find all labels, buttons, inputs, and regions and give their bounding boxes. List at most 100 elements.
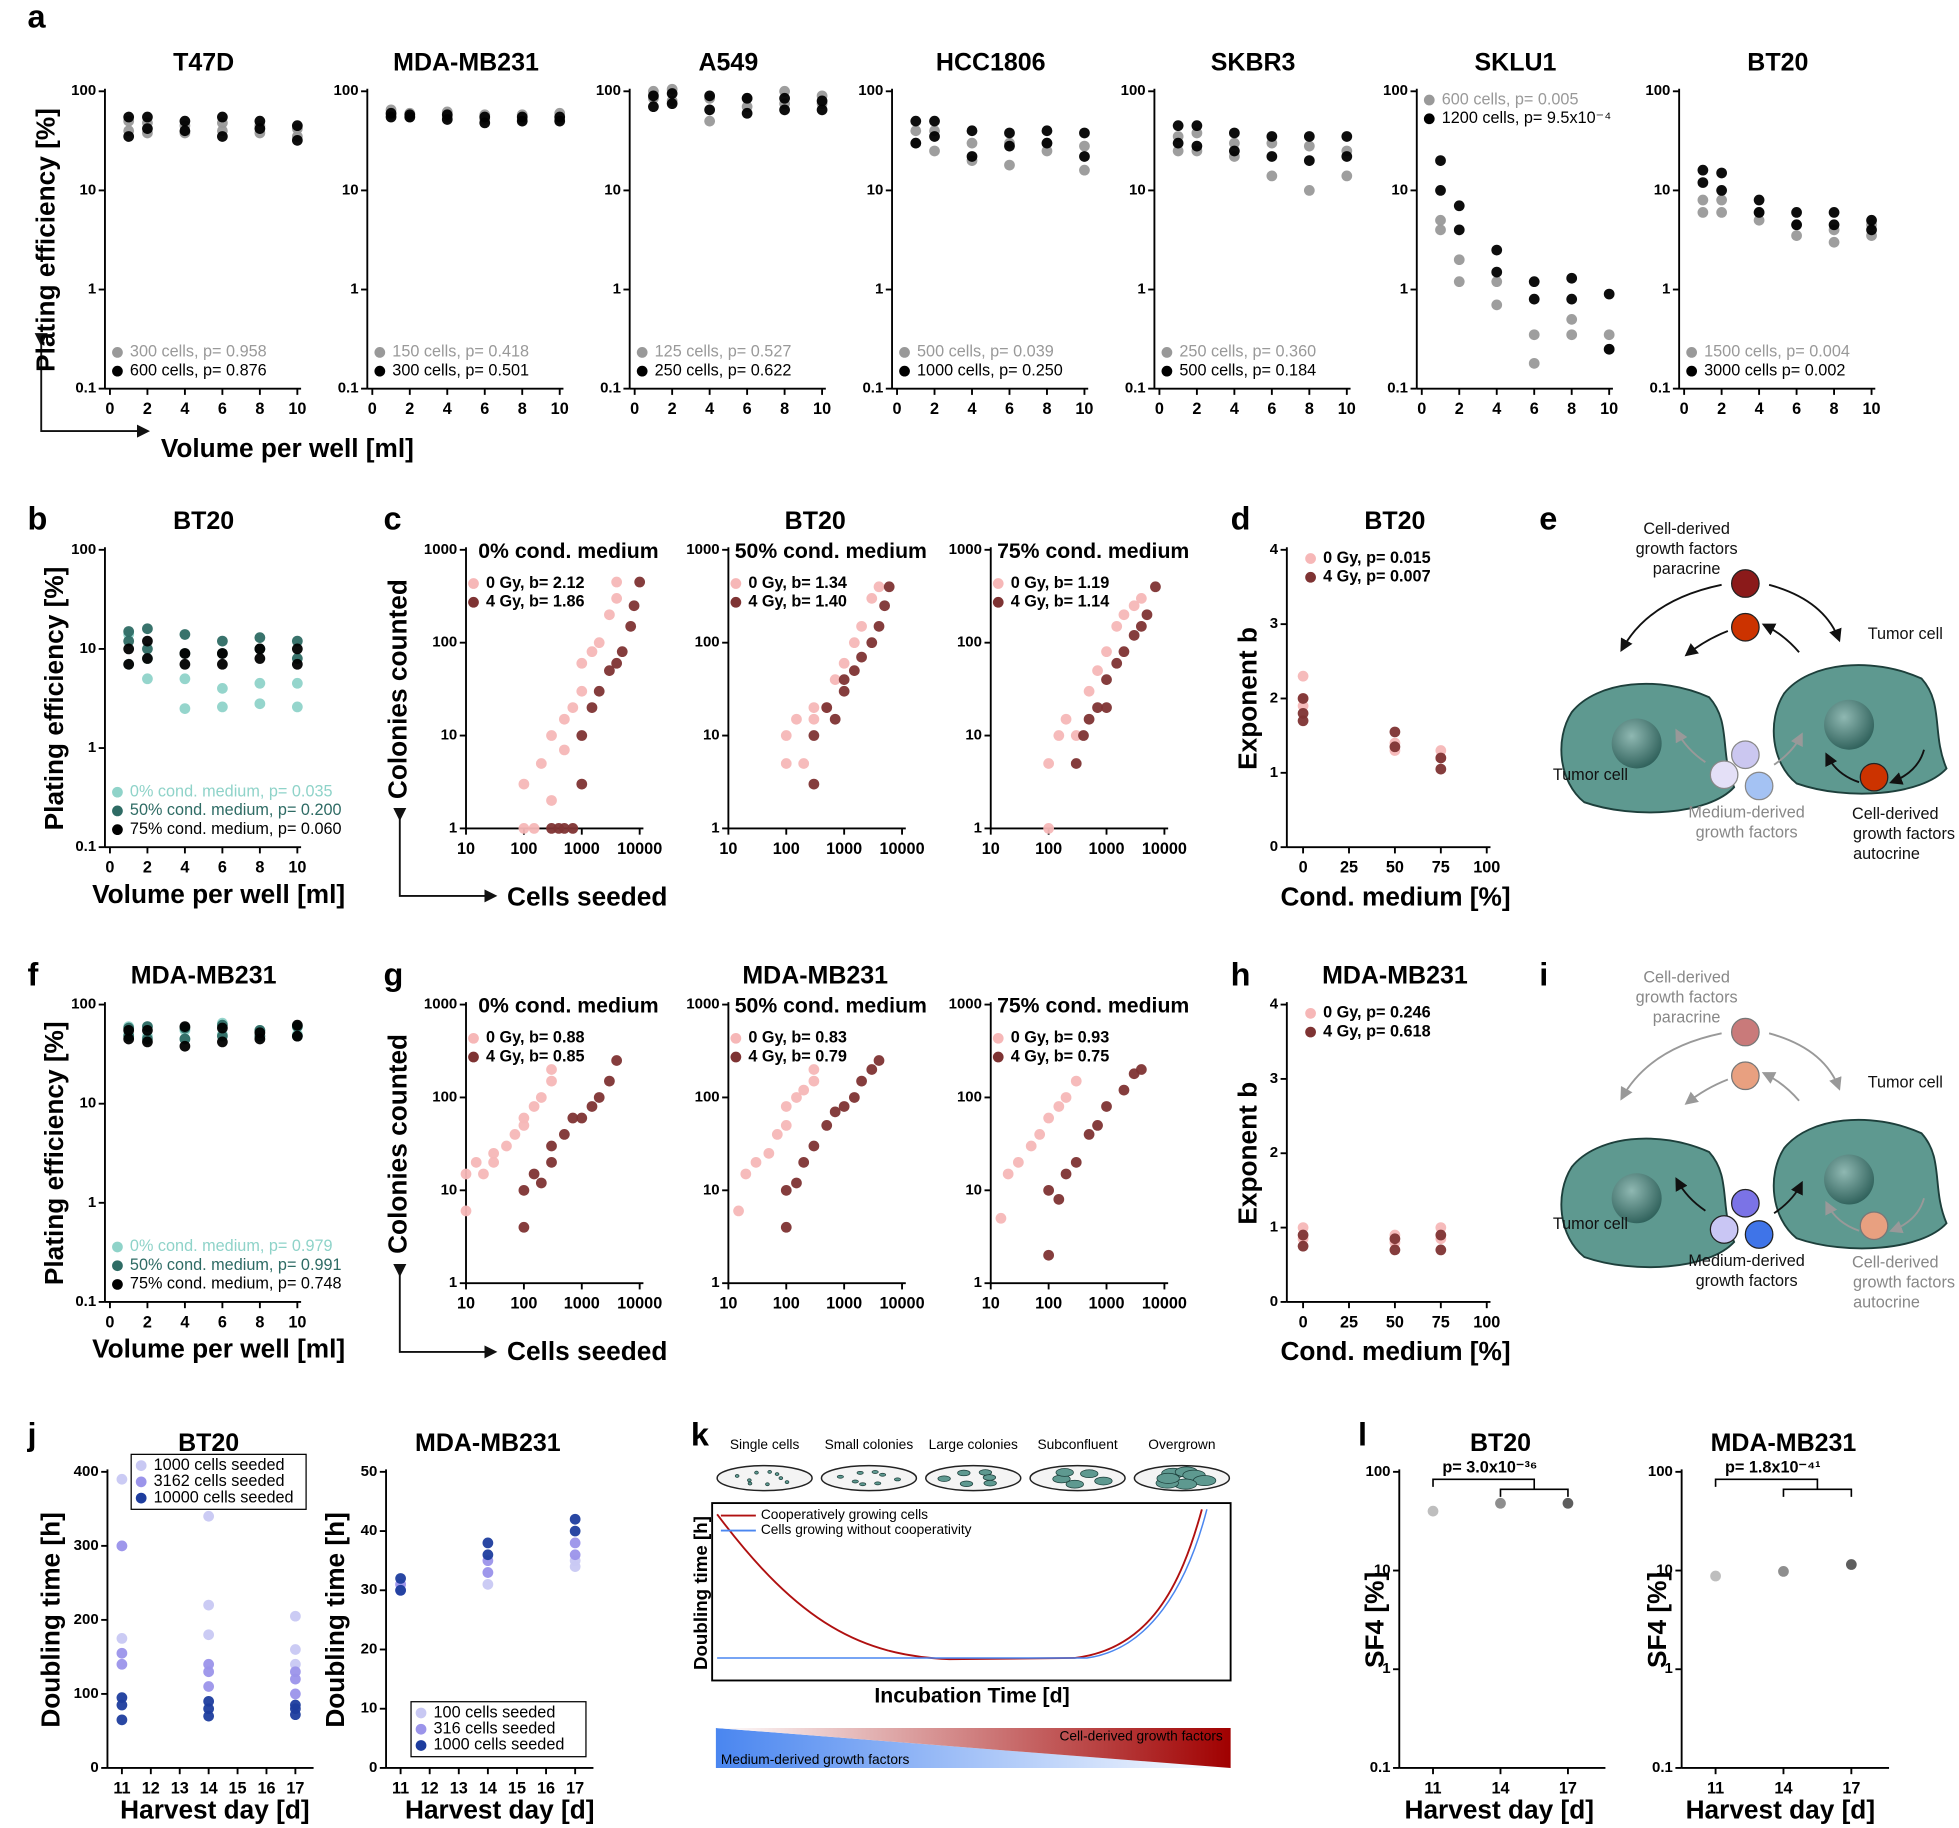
point: [1435, 1229, 1447, 1241]
point: [1528, 357, 1540, 369]
x-tick-label: 8: [780, 400, 789, 418]
panel-label: l: [1358, 1416, 1367, 1452]
colony: [879, 1472, 887, 1477]
legend-label: 600 cells, p= 0.876: [130, 361, 267, 379]
x-axis-label: Harvest day [d]: [120, 1795, 309, 1825]
point: [1004, 127, 1015, 139]
legend-swatch: [135, 1460, 147, 1471]
y-tick-label: 1: [875, 280, 883, 297]
axis-arrows: [34, 333, 498, 1359]
y-tick-label: 10: [80, 640, 97, 657]
y-tick-label: 0: [90, 1759, 98, 1776]
point: [1101, 702, 1112, 713]
panel-label: c: [384, 501, 402, 537]
colony: [754, 1470, 759, 1475]
y-tick-label: 1: [974, 1274, 982, 1291]
point: [1435, 763, 1447, 775]
point: [779, 92, 790, 104]
x-tick-label: 50: [1386, 859, 1404, 877]
point: [142, 111, 153, 123]
y-tick-label: 100: [432, 1088, 457, 1105]
point: [576, 685, 588, 697]
y-tick-label: 10: [1654, 181, 1671, 198]
legend-label: 3162 cells seeded: [154, 1472, 285, 1490]
legend-label: 300 cells, p= 0.501: [392, 361, 529, 379]
legend-swatch: [112, 786, 123, 798]
point: [501, 1140, 512, 1152]
stage-label: Overgrown: [1148, 1437, 1215, 1452]
legend-swatch: [112, 824, 123, 836]
x-tick-label: 100: [1035, 1295, 1062, 1313]
y-tick-label: 0: [369, 1759, 377, 1776]
point: [385, 111, 397, 123]
y-tick-label: 0.1: [75, 380, 96, 397]
label: growth factors: [1853, 1273, 1955, 1291]
chart-title: SKLU1: [1475, 48, 1557, 76]
point: [1043, 1112, 1055, 1124]
x-tick-label: 6: [218, 1313, 227, 1331]
x-tick-label: 0: [893, 400, 902, 418]
x-tick-label: 10: [288, 1313, 306, 1331]
x-axis-label: Volume per well [ml]: [161, 433, 414, 463]
x-tick-label: 10: [288, 400, 306, 418]
legend-swatch: [992, 596, 1004, 608]
y-axis-label: Exponent b: [1232, 1082, 1262, 1225]
point: [290, 1709, 301, 1721]
x-tick-label: 14: [1491, 1779, 1509, 1797]
colony: [1065, 1479, 1084, 1489]
legend-swatch: [730, 1051, 742, 1063]
x-tick-label: 6: [480, 400, 489, 418]
point: [808, 1140, 820, 1152]
y-tick-label: 100: [74, 1685, 99, 1702]
x-tick-label: 8: [1567, 400, 1576, 418]
point: [666, 88, 678, 99]
point: [1266, 170, 1278, 182]
y-tick-label: 1000: [424, 541, 457, 558]
x-tick-label: 16: [537, 1779, 555, 1797]
point: [116, 1647, 128, 1659]
point: [1453, 276, 1465, 288]
point: [518, 1112, 530, 1124]
point: [866, 592, 878, 604]
point: [816, 104, 828, 116]
point: [254, 1033, 266, 1045]
x-tick-label: 8: [255, 400, 264, 418]
point: [1092, 702, 1103, 713]
x-tick-label: 1000: [826, 1295, 862, 1313]
point: [1043, 823, 1055, 834]
x-tick-label: 10: [1338, 400, 1356, 418]
x-tick-label: 17: [1842, 1779, 1860, 1797]
point: [1697, 177, 1709, 188]
point: [1092, 1120, 1103, 1131]
point: [1128, 629, 1140, 641]
point: [740, 1168, 752, 1180]
chart-title: MDA-MB231: [415, 1429, 561, 1457]
x-tick-label: 12: [142, 1779, 160, 1797]
point: [771, 1129, 783, 1140]
point: [179, 658, 191, 670]
point: [625, 620, 637, 632]
point: [116, 1473, 128, 1485]
point: [1041, 125, 1053, 137]
point: [1297, 670, 1309, 682]
point: [1004, 159, 1015, 171]
point: [116, 1658, 128, 1670]
label: paracrine: [1653, 1009, 1721, 1027]
legend-swatch: [1161, 347, 1173, 358]
point: [482, 1578, 494, 1590]
label: Medium-derived: [1688, 1252, 1804, 1270]
y-tick-label: 400: [74, 1463, 99, 1480]
y-tick-label: 1: [350, 280, 358, 297]
point: [179, 1040, 191, 1052]
x-tick-label: 15: [508, 1779, 526, 1797]
point: [482, 1549, 494, 1561]
point: [1566, 329, 1578, 341]
y-tick-label: 10: [604, 181, 621, 198]
x-tick-label: 14: [200, 1779, 218, 1797]
legend-label: 0% cond. medium, p= 0.035: [130, 782, 333, 800]
y-tick-label: 10: [1391, 181, 1408, 198]
point: [535, 758, 547, 769]
x-tick-label: 10: [1863, 400, 1881, 418]
x-tick-label: 4: [1230, 400, 1239, 418]
point: [1079, 140, 1090, 152]
